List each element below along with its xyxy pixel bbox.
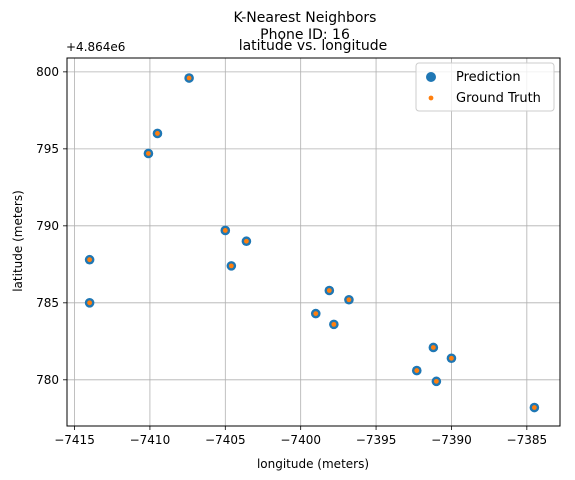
axis-ticks: −7415 −7410 −7405 −7400 −7395 −7390 −7385 780 78… bbox=[36, 65, 547, 447]
ground-truth-point bbox=[187, 76, 192, 81]
ground-truth-point bbox=[229, 263, 234, 268]
ground-truth-point bbox=[87, 300, 92, 305]
ground-truth-point bbox=[532, 405, 537, 410]
y-tick-label: 800 bbox=[36, 65, 59, 79]
plot-frame bbox=[67, 58, 560, 426]
ground-truth-point bbox=[331, 322, 336, 327]
series-ground-truth bbox=[87, 76, 537, 410]
ground-truth-point bbox=[244, 239, 249, 244]
chart-title-line-1: K-Nearest Neighbors bbox=[234, 10, 377, 26]
ground-truth-point bbox=[146, 151, 151, 156]
ground-truth-point bbox=[347, 297, 352, 302]
y-tick-label: 790 bbox=[36, 219, 59, 233]
x-tick-label: −7400 bbox=[280, 433, 321, 447]
chart-subtitle: latitude vs. longitude bbox=[239, 38, 388, 54]
legend-prediction-marker bbox=[426, 72, 436, 82]
ground-truth-point bbox=[87, 257, 92, 262]
legend-ground-truth-label: Ground Truth bbox=[456, 91, 541, 106]
legend-prediction-label: Prediction bbox=[456, 70, 521, 85]
ground-truth-point bbox=[434, 379, 439, 384]
ground-truth-point bbox=[414, 368, 419, 373]
x-tick-label: −7390 bbox=[431, 433, 472, 447]
series-prediction bbox=[85, 73, 539, 412]
data-points bbox=[85, 73, 539, 412]
ground-truth-point bbox=[449, 356, 454, 361]
x-axis-label: longitude (meters) bbox=[257, 457, 369, 471]
legend: Prediction Ground Truth bbox=[416, 63, 554, 111]
x-tick-label: −7405 bbox=[205, 433, 246, 447]
x-tick-label: −7395 bbox=[356, 433, 397, 447]
x-tick-label: −7385 bbox=[507, 433, 548, 447]
ground-truth-point bbox=[431, 345, 436, 350]
legend-ground-truth-marker bbox=[429, 96, 434, 101]
grid bbox=[67, 58, 560, 426]
x-tick-label: −7415 bbox=[54, 433, 95, 447]
y-offset-label: +4.864e6 bbox=[66, 40, 125, 54]
ground-truth-point bbox=[313, 311, 318, 316]
y-tick-label: 795 bbox=[36, 142, 59, 156]
y-tick-label: 785 bbox=[36, 296, 59, 310]
x-tick-label: −7410 bbox=[130, 433, 171, 447]
ground-truth-point bbox=[223, 228, 228, 233]
y-axis-label: latitude (meters) bbox=[11, 190, 25, 292]
y-tick-label: 780 bbox=[36, 373, 59, 387]
ground-truth-point bbox=[155, 131, 160, 136]
ground-truth-point bbox=[327, 288, 332, 293]
